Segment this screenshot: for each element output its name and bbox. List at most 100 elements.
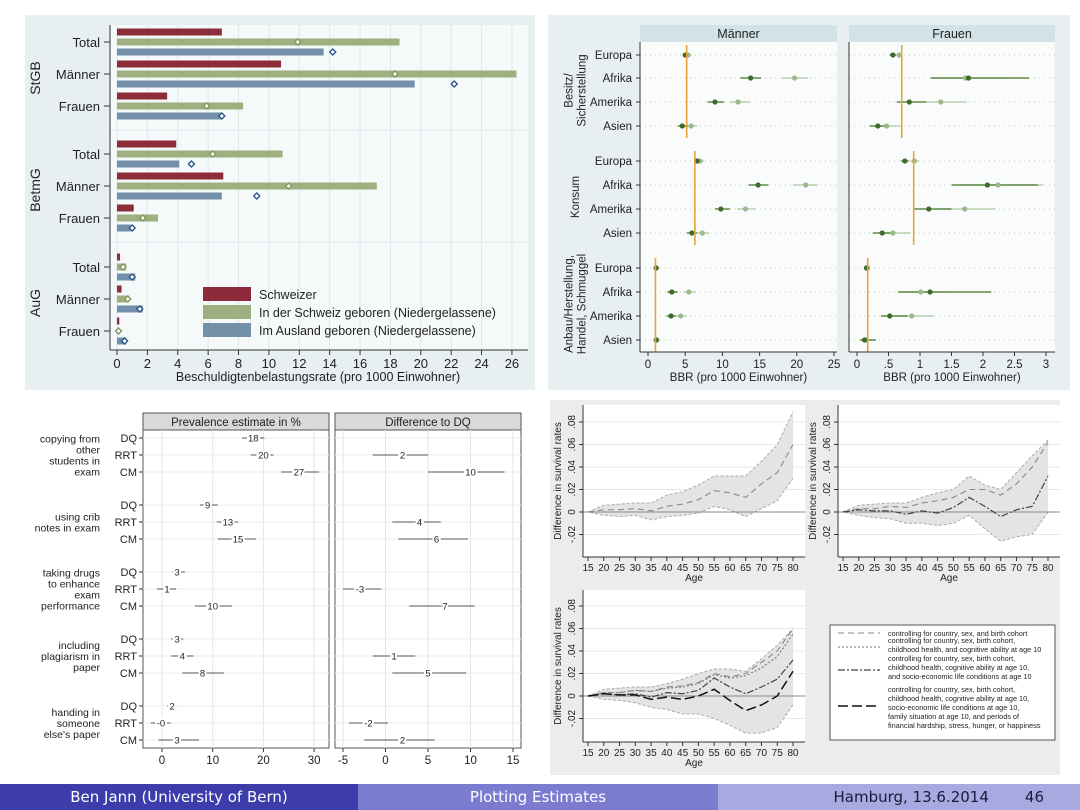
x-tick-label: 75 [1027,563,1039,574]
marker-diamond [284,182,293,190]
item-label: paper [73,662,100,674]
point-label: 3 [175,736,180,747]
point-dark [902,158,908,164]
row-label: Frauen [59,324,100,339]
bar [117,80,415,88]
x-tick-label: 3 [1043,359,1049,371]
x-tick-label: 0 [854,359,860,371]
row-label: Asien [603,228,632,240]
point-label: -0 [157,719,165,730]
row-label: Amerika [590,204,633,216]
row-label: Afrika [603,180,633,192]
x-axis-title: Beschuldigtenbelastungsrate (pro 1000 Ei… [176,370,460,384]
facet-header [640,25,837,42]
plot-area [849,42,1055,352]
point-dark [906,99,912,105]
point-dark [927,289,933,295]
point-dark [712,99,718,105]
x-tick-label: 20 [598,563,610,574]
legend-label: and socio-economic life conditions at ag… [888,672,1032,681]
y-tick-label: .04 [822,460,833,474]
slide-footer: Ben Jann (University of Bern) Plotting E… [0,784,1080,810]
row-label: Afrika [603,73,633,85]
x-tick-label: 2 [980,359,986,371]
x-tick-label: 40 [661,563,673,574]
ci-upper-line [587,628,794,697]
x-tick-label: 20 [853,563,865,574]
point-light [918,289,924,295]
y-tick-label: 0 [567,693,578,699]
bar [117,285,122,293]
x-tick-label: 65 [740,748,752,759]
legend-label: childhood health, and cognitive ability … [888,645,1041,654]
item-label: plagiarism in [41,651,100,663]
x-tick-label: 10 [716,359,729,371]
ci-lower-line [842,511,1049,542]
x-axis-title: Age [685,573,703,584]
x-tick-label: 24 [474,356,488,371]
x-tick-label: 65 [740,563,752,574]
x-tick-label: .5 [884,359,894,371]
legend-label: controlling for country, sex, birth coho… [888,654,1015,663]
point-label: 8 [200,669,205,680]
marker-diamond [390,70,399,78]
x-tick-label: 20 [414,356,428,371]
x-tick-label: 5 [425,755,431,767]
y-tick-label: .06 [567,621,578,635]
item-label: copying from [40,434,100,446]
ci-lower-line [587,477,794,521]
y-tick-label: .06 [567,437,578,451]
point-label: 9 [205,501,210,512]
item-label: to enhance [48,579,100,591]
point-dark [668,313,674,319]
x-tick-label: 50 [693,563,705,574]
bar [117,102,244,110]
x-tick-label: 22 [444,356,458,371]
group-label: Konsum [570,176,582,218]
item-label: notes in exam [35,523,101,535]
bar [117,28,222,36]
bar-chart-panel: StGB Total Männer Frauen BetmG Total Männer Fra… [25,15,535,390]
bar [117,60,282,68]
row-label: Frauen [59,99,100,114]
legend-box [829,624,1056,741]
series-line [587,670,794,712]
x-tick-label: 70 [756,563,768,574]
x-tick-label: 45 [677,748,689,759]
point-light [890,230,896,236]
point-dark [718,206,724,212]
x-tick-label: 25 [869,563,881,574]
y-tick-label: .06 [822,437,833,451]
row-label: Total [73,35,101,50]
bar [117,317,120,325]
point-label: -3 [356,585,364,596]
x-tick-label: 1.5 [944,359,960,371]
y-axis-title: Difference in survival rates [808,422,819,540]
marker-diamond [114,327,123,335]
bar [117,214,159,222]
row-label: Europa [595,50,633,62]
marker-diamond [135,305,144,313]
bar [117,273,136,281]
bar [117,295,130,303]
point-label: 4 [180,652,185,663]
point-dark [669,289,675,295]
bar [117,204,134,212]
point-light [803,182,809,188]
point-label: 10 [207,602,218,613]
x-tick-label: 25 [828,359,841,371]
legend-label: In der Schweiz geboren (Niedergelassene) [259,306,496,320]
series-line [842,441,1049,513]
y-axis-title: Difference in survival rates [553,607,564,725]
confidence-band [588,411,794,520]
x-tick-label: 0 [113,356,120,371]
point-light [688,123,694,129]
x-tick-label: 8 [235,356,242,371]
x-tick-label: 15 [837,563,849,574]
point-dark [984,182,991,188]
point-light [678,313,684,319]
y-tick-label: -.02 [567,709,578,727]
method-label: RRT [115,517,138,529]
point-light [938,99,944,105]
